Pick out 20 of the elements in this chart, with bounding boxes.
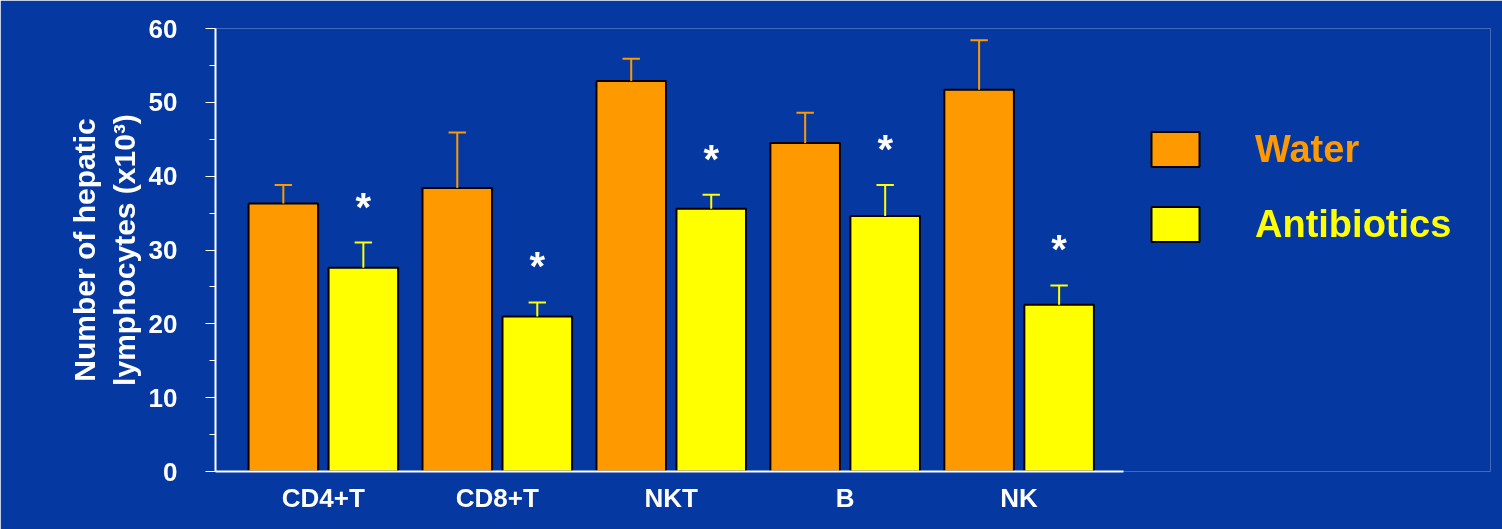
y-tick-label: 50 [148, 87, 178, 118]
annotation: * [355, 184, 372, 229]
y-tick-label: 10 [148, 382, 178, 413]
annotation: * [1051, 227, 1068, 272]
y-tick-label: 20 [148, 308, 178, 339]
annotation: * [529, 244, 546, 289]
annotation: * [703, 136, 720, 181]
x-tick-label: CD8+T [455, 482, 539, 513]
y-tick-label: 30 [148, 235, 178, 265]
x-tick-label: B [835, 482, 855, 513]
legend-label: Antibiotics [1255, 202, 1452, 246]
y-tick-label: 60 [148, 13, 178, 44]
annotation: * [877, 127, 894, 172]
y-tick-label: 0 [163, 456, 178, 487]
y-tick-label: 40 [148, 161, 178, 192]
x-tick-label: NKT [644, 482, 699, 513]
x-tick-label: NK [1000, 482, 1039, 513]
y-axis-title: Number of hepatic lymphocytes (x10³) [67, 114, 141, 386]
legend-label: Water [1255, 127, 1360, 171]
x-tick-label: CD4+T [281, 482, 365, 513]
